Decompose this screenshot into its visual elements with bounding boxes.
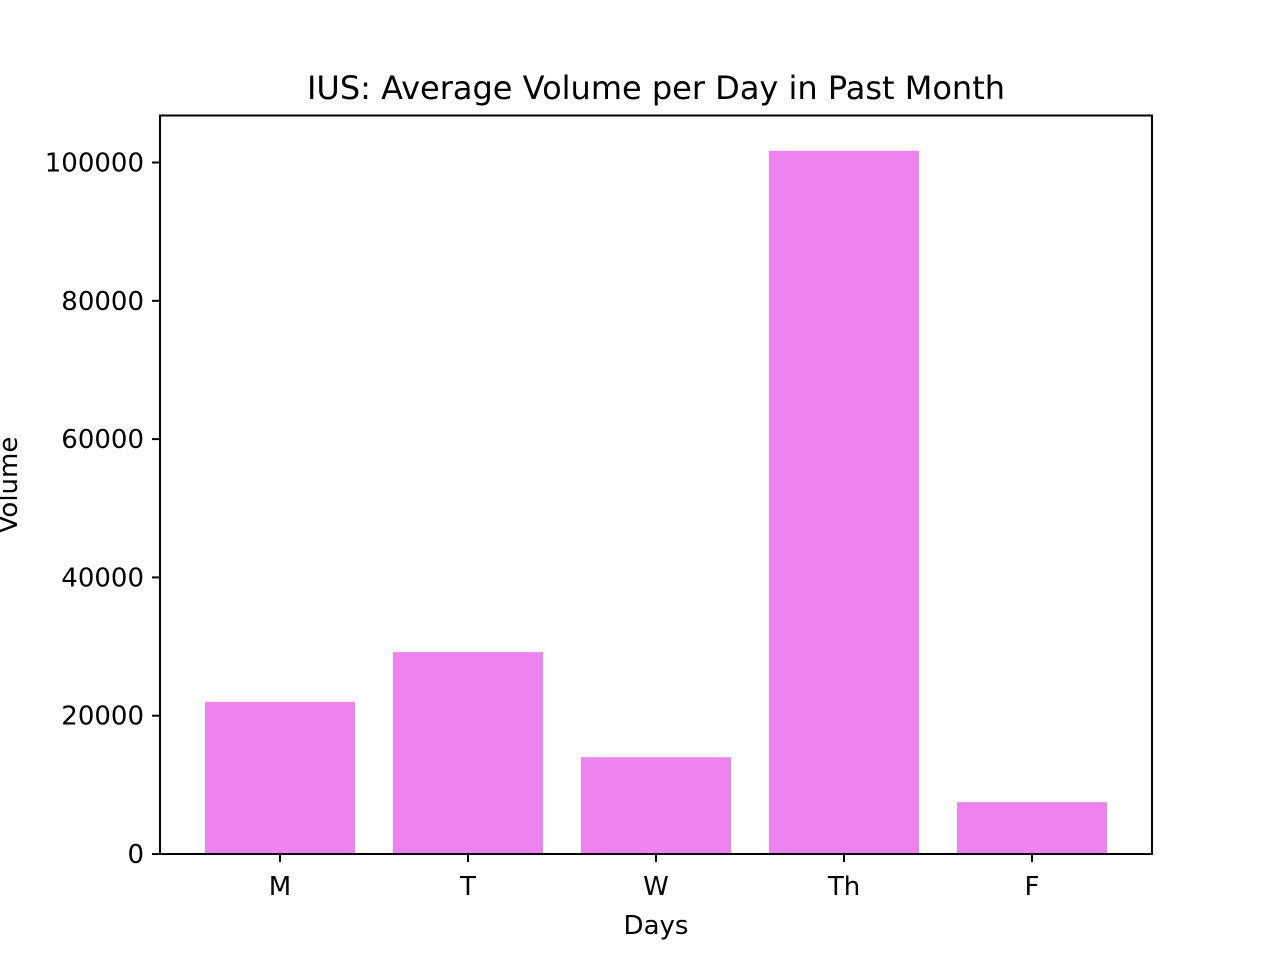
- chart-title: IUS: Average Volume per Day in Past Mont…: [307, 69, 1005, 107]
- y-axis-label: Volume: [0, 437, 24, 534]
- bar-m: [205, 701, 355, 854]
- x-tick-label-w: W: [643, 872, 669, 902]
- bar-w: [581, 757, 731, 854]
- y-tick-label-100000: 100000: [45, 149, 144, 179]
- x-tick-label-th: Th: [827, 872, 860, 902]
- y-tick-label-80000: 80000: [61, 287, 144, 317]
- y-tick-label-0: 0: [127, 840, 144, 870]
- x-tick-label-t: T: [459, 872, 476, 902]
- x-tick-label-f: F: [1025, 872, 1040, 902]
- y-tick-label-60000: 60000: [61, 425, 144, 455]
- x-axis-label: Days: [624, 911, 689, 941]
- bars-layer: [205, 150, 1107, 854]
- bar-th: [769, 150, 919, 854]
- bar-t: [393, 652, 543, 854]
- y-tick-label-20000: 20000: [61, 702, 144, 732]
- y-axis: 0 20000 40000 60000 80000 100000: [45, 149, 160, 870]
- x-axis: M T W Th F: [269, 854, 1040, 902]
- y-tick-label-40000: 40000: [61, 563, 144, 593]
- x-tick-label-m: M: [269, 872, 291, 902]
- bar-f: [957, 802, 1107, 854]
